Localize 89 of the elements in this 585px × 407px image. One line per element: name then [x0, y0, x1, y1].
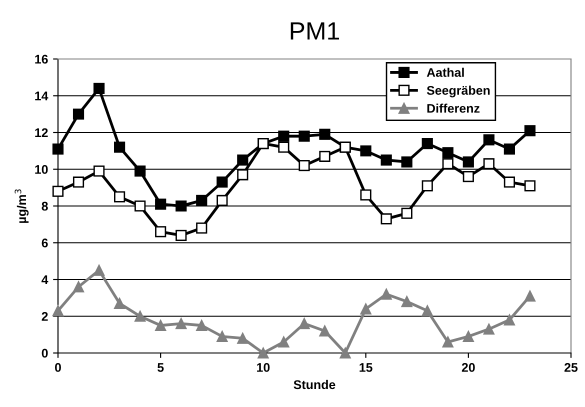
- point: [442, 158, 454, 170]
- point: [237, 154, 248, 166]
- point: [380, 154, 392, 166]
- point: [52, 186, 64, 197]
- point: [360, 189, 372, 201]
- point: [216, 330, 228, 342]
- point: [401, 296, 412, 308]
- chart-title: PM1: [290, 22, 339, 40]
- y-axis-title: µg/m$^{3}$: [14, 189, 29, 223]
- point: [134, 200, 146, 212]
- point: [196, 194, 208, 206]
- point: [340, 347, 351, 359]
- point: [360, 145, 372, 156]
- point: [483, 134, 494, 146]
- point: [52, 143, 64, 155]
- point: [155, 198, 166, 210]
- point: [401, 208, 412, 219]
- point: [462, 156, 474, 168]
- point: [155, 320, 166, 331]
- point: [216, 176, 228, 188]
- point: [504, 143, 515, 155]
- y-tick-label: 8: [42, 202, 48, 211]
- point: [319, 150, 330, 162]
- point: [504, 314, 515, 326]
- y-tick-label: 12: [35, 128, 48, 138]
- x-tick-label: 15: [360, 363, 372, 372]
- point: [196, 320, 208, 331]
- point: [176, 230, 187, 241]
- point: [422, 305, 433, 316]
- point: [176, 318, 187, 330]
- point: [278, 336, 290, 348]
- point: [134, 166, 146, 177]
- point: [52, 305, 64, 316]
- point: [114, 142, 126, 153]
- point: [483, 158, 494, 170]
- point: [278, 142, 290, 153]
- point: [114, 298, 126, 309]
- point: [176, 200, 187, 212]
- legend-label: Aathal: [426, 68, 464, 77]
- point: [422, 180, 433, 192]
- point: [298, 130, 310, 142]
- point: [93, 82, 105, 94]
- point: [298, 318, 310, 330]
- x-tick-label: 0: [55, 363, 61, 372]
- y-tick-label: 6: [42, 238, 48, 248]
- legend-label: Differenz: [427, 104, 480, 113]
- point: [524, 180, 536, 192]
- point: [401, 156, 412, 168]
- point: [237, 169, 248, 180]
- point: [134, 310, 146, 322]
- point: [93, 264, 105, 276]
- point: [380, 288, 392, 300]
- x-tick-label: 5: [158, 363, 164, 372]
- point: [524, 125, 536, 136]
- point: [319, 325, 330, 337]
- point: [442, 147, 454, 158]
- point: [380, 213, 392, 224]
- y-tick-label: 10: [35, 165, 48, 174]
- x-tick-label: 25: [564, 363, 578, 372]
- y-tick-label: 2: [42, 312, 48, 321]
- point: [196, 222, 208, 234]
- point: [462, 171, 474, 182]
- point: [483, 324, 494, 335]
- point: [72, 176, 84, 188]
- point: [155, 226, 166, 238]
- point: [442, 336, 454, 348]
- point: [72, 281, 84, 292]
- point: [114, 191, 126, 202]
- y-tick-label: 0: [42, 348, 48, 358]
- point: [237, 332, 248, 344]
- x-tick-label: 10: [257, 363, 270, 372]
- y-tick-label: 14: [35, 92, 48, 100]
- point: [504, 176, 515, 188]
- point: [258, 347, 269, 359]
- point: [216, 194, 228, 206]
- point: [524, 290, 536, 302]
- legend-label: Seegräben: [426, 86, 490, 98]
- point: [72, 108, 84, 120]
- point: [360, 303, 372, 314]
- point: [278, 130, 290, 142]
- point: [422, 138, 433, 150]
- x-axis-title: Stunde: [294, 380, 336, 390]
- y-tick-label: 16: [35, 54, 48, 64]
- point: [319, 128, 330, 140]
- point: [462, 330, 474, 342]
- point: [298, 160, 310, 172]
- y-tick-label: 4: [42, 275, 48, 284]
- point: [93, 166, 105, 177]
- x-tick-label: 20: [462, 363, 475, 372]
